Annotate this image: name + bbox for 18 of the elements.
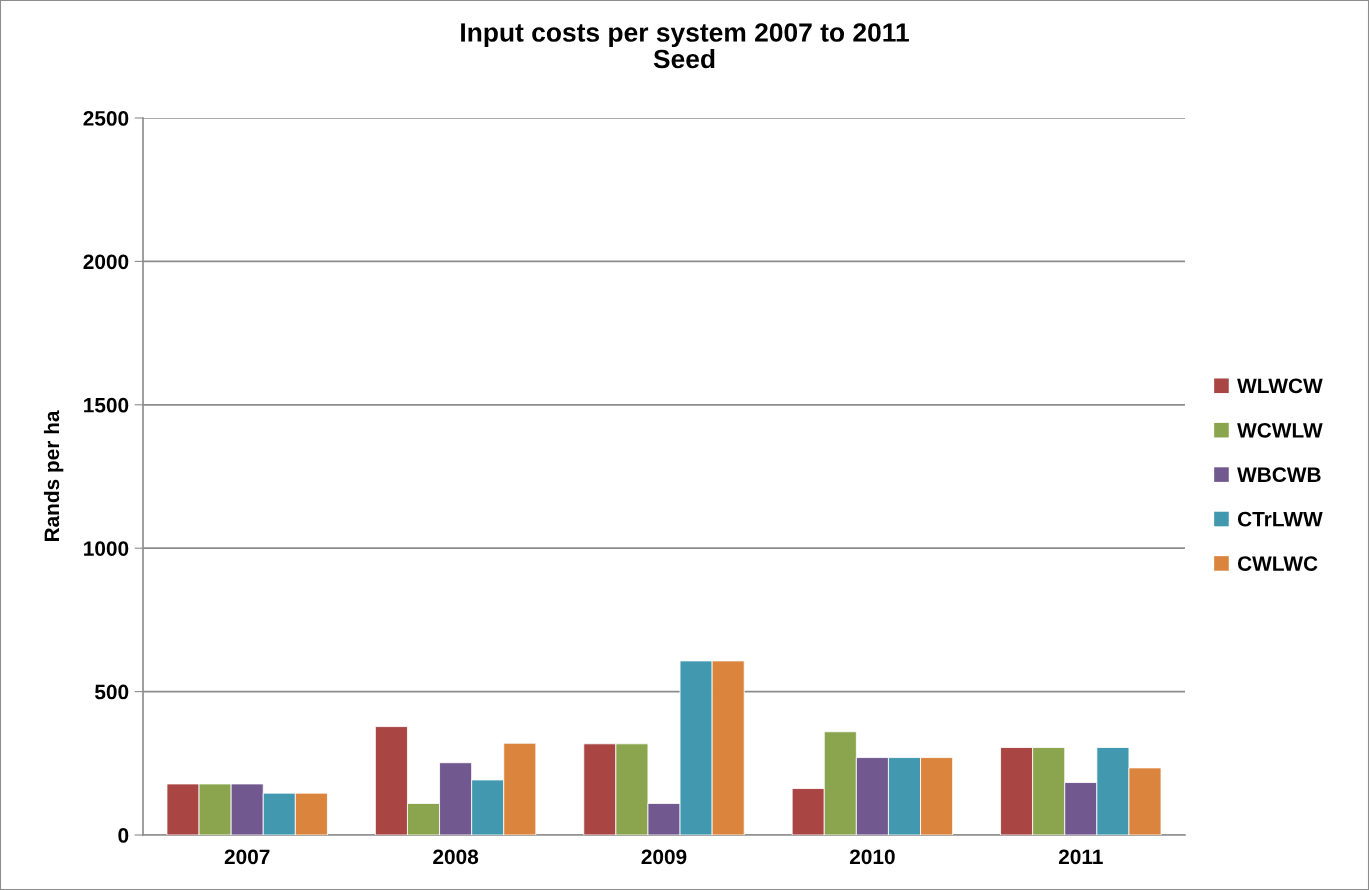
- legend-label: WLWCW: [1237, 378, 1323, 394]
- y-tick-label: 1500: [84, 397, 129, 413]
- y-tick-label: 0: [118, 828, 129, 843]
- y-tick-label: 500: [95, 684, 129, 700]
- y-tick-label: 1000: [84, 541, 129, 556]
- legend-label: CTrLWW: [1237, 511, 1323, 527]
- x-tick-label: 2011: [1058, 849, 1103, 865]
- legend-label: WBCWB: [1237, 467, 1321, 483]
- x-tick-label: 2009: [641, 849, 687, 865]
- y-axis-title: Rands per ha: [43, 410, 64, 542]
- x-tick-label: 2007: [224, 849, 270, 865]
- x-tick-label: 2008: [433, 849, 479, 865]
- y-tick-label: 2000: [83, 254, 129, 270]
- x-tick-label: 2010: [849, 849, 895, 865]
- y-tick-label: 2500: [83, 111, 129, 126]
- legend-label: CWLWC: [1237, 556, 1318, 571]
- legend-label: WCWLW: [1237, 422, 1323, 438]
- chart-title: Input costs per system 2007 to 2011 Seed: [461, 23, 909, 69]
